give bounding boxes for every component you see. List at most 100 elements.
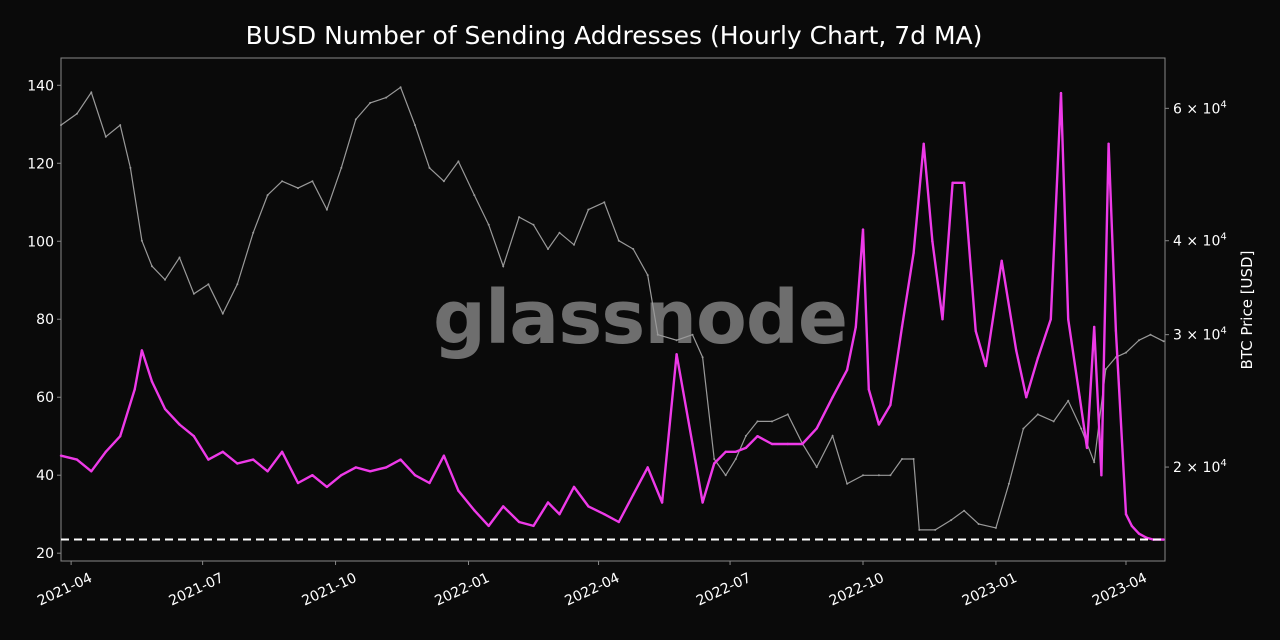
btc-price-point [918,528,921,531]
btc-price-point [994,526,997,529]
btc-price-point [713,458,716,460]
right-axis-label: BTC Price [USD] [1238,251,1256,370]
btc-price-point [104,135,107,138]
btc-price-point [164,278,166,281]
busd-sending-addresses-point [192,435,196,438]
busd-sending-addresses-point [413,474,417,477]
busd-sending-addresses-point [140,349,144,352]
busd-sending-addresses-point [296,481,300,485]
busd-sending-addresses-point [1049,318,1053,321]
btc-price-point [129,166,132,169]
btc-price-point [744,434,747,437]
busd-sending-addresses-point [867,388,870,391]
busd-sending-addresses-point [1145,536,1148,539]
busd-sending-addresses-point [815,427,818,430]
btc-price-point [734,458,737,460]
btc-price-point [487,223,490,226]
busd-sending-addresses-point [854,325,857,329]
btc-price-point [297,187,299,190]
busd-sending-addresses-point [617,520,620,524]
btc-price-point [178,256,181,259]
btc-price-point [558,231,561,234]
btc-price-point [281,180,284,183]
left-axis: 20 40 60 80 100 120 140 [27,78,61,562]
btc-price-point [632,248,635,250]
x-axis: 2021-04 2021-07 2021-10 2022-01 2022-04 2022-… [35,561,1150,609]
busd-sending-addresses-series [59,91,1165,541]
btc-price-point [701,356,704,359]
busd-sending-addresses-point [1093,325,1096,329]
busd-sending-addresses-point [587,505,590,508]
btc-price-point [934,528,937,531]
busd-sending-addresses-point [236,462,239,465]
btc-price-point [75,112,78,115]
btc-price-point [877,474,880,477]
busd-sending-addresses-point [1000,259,1003,262]
busd-sending-addresses-point [1078,396,1081,399]
busd-sending-addresses-point [442,454,446,457]
btc-price-point [862,474,864,477]
busd-sending-addresses-point [1107,142,1110,145]
busd-sending-addresses-line [60,91,1164,541]
busd-sending-addresses-point [1162,538,1165,541]
busd-sending-addresses-point [119,435,122,438]
btc-price-point [771,420,773,423]
btc-price-point [912,458,915,460]
busd-sending-addresses-point [325,485,329,489]
busd-sending-addresses-point [889,403,892,407]
btc-price-point [846,482,849,485]
btc-price-point [901,458,903,460]
btc-price-point [252,231,255,234]
busd-sending-addresses-point [1130,524,1134,528]
busd-sending-addresses-point [900,325,904,329]
x-tick-label: 2023-01 [960,570,1020,609]
btc-price-point [547,248,549,250]
btc-price-point [1093,461,1096,464]
left-tick-label: 60 [36,390,54,406]
busd-sending-addresses-point [744,446,748,450]
busd-sending-addresses-point [311,474,314,477]
btc-price-point [786,413,789,416]
right-tick-label: 6 × 104 [1173,99,1227,117]
left-tick-label: 120 [27,156,54,172]
left-tick-label: 100 [27,234,54,250]
busd-sending-addresses-point [266,470,269,473]
busd-sending-addresses-point [701,501,704,504]
btc-price-point [311,180,314,183]
busd-sending-addresses-point [90,470,93,473]
btc-price-point [151,265,153,268]
busd-sending-addresses-point [104,450,108,453]
btc-price-point [573,243,575,246]
btc-price-point [646,274,649,277]
busd-sending-addresses-point [150,380,154,383]
busd-sending-addresses-point [1124,513,1128,516]
busd-sending-addresses-point [756,435,759,438]
btc-price-point [675,339,678,342]
btc-price-point [60,124,62,127]
busd-sending-addresses-point [572,485,576,489]
busd-sending-addresses-point [660,501,664,504]
busd-sending-addresses-point [912,251,915,255]
btc-price-point [656,333,659,336]
right-axis: 2 × 104 3 × 104 4 × 104 6 × 104 [1165,99,1227,476]
btc-price-point [192,292,195,295]
busd-sending-addresses-point [1025,396,1028,399]
btc-price-point [428,166,431,169]
btc-price-point [385,96,388,99]
btc-price-point [756,420,759,423]
busd-sending-addresses-point [354,466,357,469]
btc-price-point [266,194,269,197]
x-tick-label: 2021-10 [300,570,360,609]
x-tick-label: 2022-10 [827,570,887,609]
btc-price-point [354,118,357,121]
busd-sending-addresses-point [280,450,284,453]
btc-price-point [603,201,606,204]
busd-sending-addresses-point [770,442,774,446]
btc-price-point [518,216,521,219]
btc-price-point [502,265,505,268]
x-tick-label: 2022-01 [432,570,492,609]
x-tick-label: 2022-04 [562,570,622,609]
busd-sending-addresses-point [1067,318,1070,321]
busd-sending-addresses-point [340,474,343,477]
busd-sending-addresses-point [1085,446,1089,450]
